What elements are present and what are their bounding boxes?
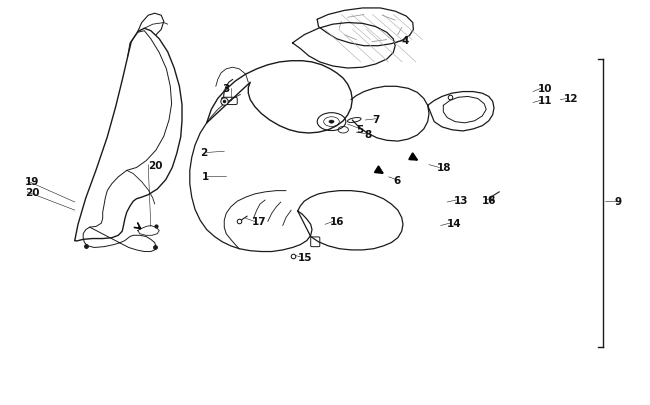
Text: 16: 16 <box>482 196 497 205</box>
Text: 17: 17 <box>252 217 267 227</box>
Circle shape <box>329 121 334 124</box>
Text: 20: 20 <box>148 160 162 170</box>
Text: 14: 14 <box>447 219 462 228</box>
Text: 18: 18 <box>437 163 451 173</box>
Text: 19: 19 <box>25 177 39 186</box>
Text: 12: 12 <box>564 94 579 104</box>
Text: 16: 16 <box>330 217 344 227</box>
Text: 13: 13 <box>454 196 468 205</box>
Text: 3: 3 <box>222 83 229 93</box>
Text: 1: 1 <box>202 171 209 181</box>
Text: 8: 8 <box>364 130 371 139</box>
Text: 11: 11 <box>538 96 552 105</box>
Text: 7: 7 <box>372 115 379 124</box>
Text: 6: 6 <box>393 175 400 185</box>
Text: 4: 4 <box>402 36 409 45</box>
Text: 2: 2 <box>200 148 207 158</box>
Text: 20: 20 <box>25 188 39 197</box>
Text: 10: 10 <box>538 83 552 93</box>
Text: 9: 9 <box>614 197 621 207</box>
Text: 5: 5 <box>356 125 363 134</box>
Text: 15: 15 <box>298 252 312 262</box>
